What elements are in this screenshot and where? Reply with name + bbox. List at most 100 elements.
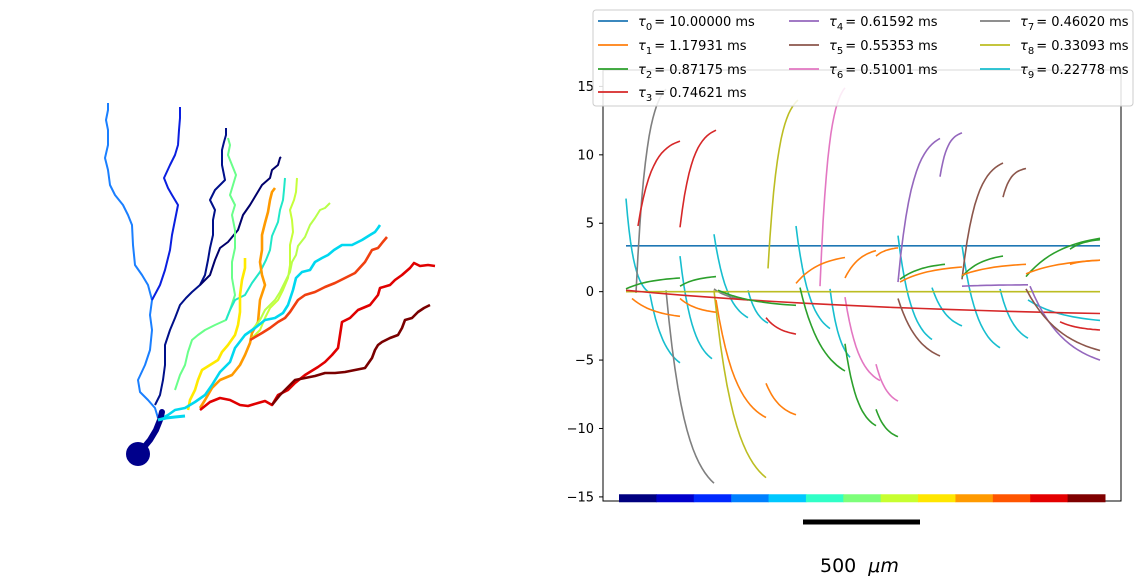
colorbar-segment (1067, 494, 1106, 503)
y-tick-label: −15 (567, 490, 594, 505)
curve-segment (679, 256, 713, 360)
dendrite-branch (157, 414, 186, 422)
dendrite-branch (198, 187, 277, 409)
curve-segment (679, 297, 717, 313)
colorbar-segment (768, 494, 807, 503)
dendrite-branch (151, 107, 181, 301)
legend-entry: τ3 = 0.74621 ms (638, 86, 747, 104)
curve-segment (649, 294, 681, 364)
dendrite-branch (199, 261, 436, 412)
colorbar-segment (805, 494, 844, 503)
curve-segment (635, 88, 667, 294)
dendrite-branch (161, 224, 382, 420)
colorbar-segment (731, 494, 770, 503)
legend-entry: τ2 = 0.87175 ms (638, 63, 747, 81)
curve-segment (1069, 238, 1101, 250)
curve-segment (844, 343, 877, 427)
curve-segment (897, 235, 933, 341)
morphology-plot (104, 103, 436, 466)
curve-segment (819, 87, 846, 287)
legend-entry: τ9 = 0.22778 ms (1020, 63, 1129, 81)
legend-entry: τ4 = 0.61592 ms (829, 15, 938, 33)
line-chart: −15 −10 −5 0 5 10 15 τ0 = 10.00000 ms τ1 = 1.1793… (567, 9, 1134, 505)
curve-segment (931, 287, 963, 327)
curve-segment (1069, 259, 1101, 266)
curve-segment (631, 297, 681, 318)
curve-segment (715, 299, 767, 419)
curves (625, 87, 1101, 484)
colorbar-segment (843, 494, 882, 503)
y-tick-label: −5 (575, 354, 594, 369)
legend-entry: τ5 = 0.55353 ms (829, 39, 938, 57)
dendrite-branch (186, 258, 247, 411)
legend-entry: τ6 = 0.51001 ms (829, 63, 938, 81)
curve-segment (897, 298, 941, 357)
curve-segment (625, 198, 651, 294)
soma (126, 442, 150, 466)
legend-box (592, 9, 1134, 107)
y-tick-label: 10 (577, 148, 594, 163)
legend-entry: τ8 = 0.33093 ms (1020, 39, 1129, 57)
curve-segment (747, 290, 769, 324)
curve-segment (765, 382, 797, 416)
curve-segment (1025, 237, 1101, 278)
curve-segment (1002, 167, 1027, 198)
colorbar (619, 494, 1106, 503)
legend-entry: τ0 = 10.00000 ms (638, 15, 755, 33)
curve-segment (717, 289, 797, 307)
dendrite-branch (225, 177, 286, 321)
curve-segment (1025, 288, 1101, 352)
curve-segment (897, 137, 941, 283)
legend: τ0 = 10.00000 ms τ1 = 1.17931 ms τ2 = 0.87175… (592, 9, 1134, 107)
dendrite-branch (270, 303, 431, 406)
scale-bar: 500 μm (803, 519, 920, 577)
curve-segment (844, 249, 877, 279)
dendrite-branch (174, 137, 237, 391)
y-axis: −15 −10 −5 0 5 10 15 (567, 80, 603, 505)
curve-segment (1029, 285, 1101, 361)
dendrite-branch (249, 236, 388, 342)
curve-segment (899, 263, 946, 280)
curve-segment (795, 225, 831, 330)
colorbar-segment (880, 494, 919, 503)
curve-segment (875, 363, 899, 402)
y-tick-label: 0 (586, 285, 594, 300)
curve-segment (1059, 321, 1101, 331)
dendrite-branch (104, 103, 159, 419)
curve-segment (899, 266, 963, 283)
curve-segment (844, 296, 881, 382)
curve-segment (875, 409, 899, 438)
curve-segment (679, 275, 717, 287)
curve-segment (767, 99, 799, 269)
curve-segment (961, 244, 1001, 349)
curve-segment (625, 277, 681, 290)
curve-segment (961, 283, 1028, 287)
y-tick-label: 15 (577, 80, 594, 95)
curve-segment (875, 247, 899, 257)
curve-segment (713, 234, 749, 319)
dendrite-branch (199, 156, 282, 286)
curve-segment (665, 290, 715, 484)
curve-segment (799, 287, 846, 372)
legend-entry: τ7 = 0.46020 ms (1020, 15, 1129, 33)
colorbar-segment (955, 494, 994, 503)
colorbar-segment (918, 494, 956, 503)
legend-entry: τ1 = 1.17931 ms (638, 39, 747, 57)
curve-segment (999, 288, 1029, 339)
curve-segment (961, 162, 1004, 280)
colorbar-segment (619, 494, 657, 503)
dendrite-branch (251, 202, 331, 331)
curve-segment (713, 290, 767, 479)
colorbar-segment (992, 494, 1031, 503)
dendrite-trunk (137, 409, 165, 455)
scale-bar-label: 500 μm (820, 555, 899, 577)
curve-segment (679, 129, 717, 228)
curve-segment (939, 132, 963, 177)
curve-segment (765, 317, 797, 335)
colorbar-segment (693, 494, 732, 503)
curve-segment (1025, 259, 1101, 275)
curve-segment (961, 255, 1004, 278)
y-tick-label: −10 (567, 422, 594, 437)
curve-segment (637, 140, 681, 227)
